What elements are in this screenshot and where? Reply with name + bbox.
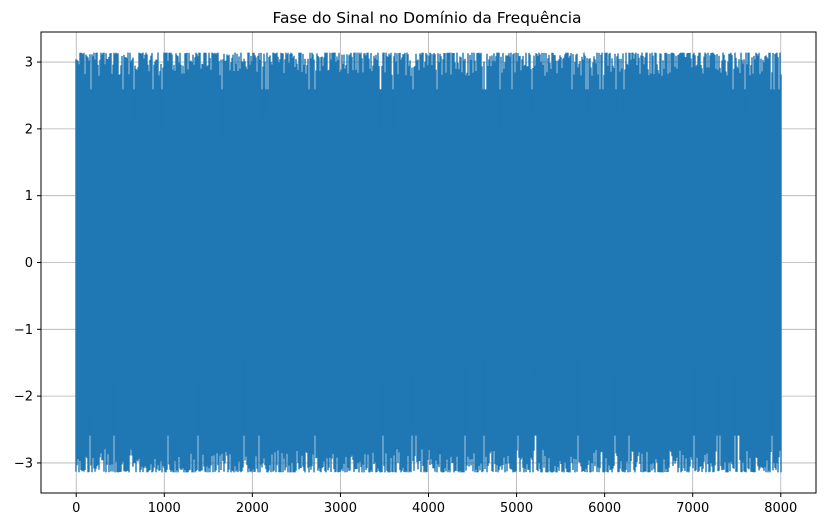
y-tick-label: 3 — [25, 56, 33, 71]
series-line — [75, 52, 782, 473]
y-tick-label: −1 — [14, 323, 33, 338]
x-tick-label: 0 — [72, 501, 80, 516]
x-tick-label: 1000 — [148, 501, 181, 516]
x-tick-label: 7000 — [676, 501, 709, 516]
series-phase — [75, 52, 782, 473]
x-tick-label: 8000 — [764, 501, 797, 516]
x-tick-label: 3000 — [324, 501, 357, 516]
x-tick-label: 4000 — [412, 501, 445, 516]
y-tick-label: −3 — [14, 456, 33, 471]
axis-ticks: 0 1000 2000 3000 4000 5000 6000 7000 8000 −3 −2 −1 0… — [14, 56, 797, 516]
y-tick-label: −2 — [14, 390, 33, 405]
x-tick-label: 5000 — [500, 501, 533, 516]
x-tick-label: 6000 — [588, 501, 621, 516]
x-tick-label: 2000 — [236, 501, 269, 516]
chart-title: Fase do Sinal no Domínio da Frequência — [272, 9, 581, 27]
y-tick-label: 1 — [25, 189, 33, 204]
y-tick-label: 0 — [25, 256, 33, 271]
y-tick-label: 2 — [25, 122, 33, 137]
